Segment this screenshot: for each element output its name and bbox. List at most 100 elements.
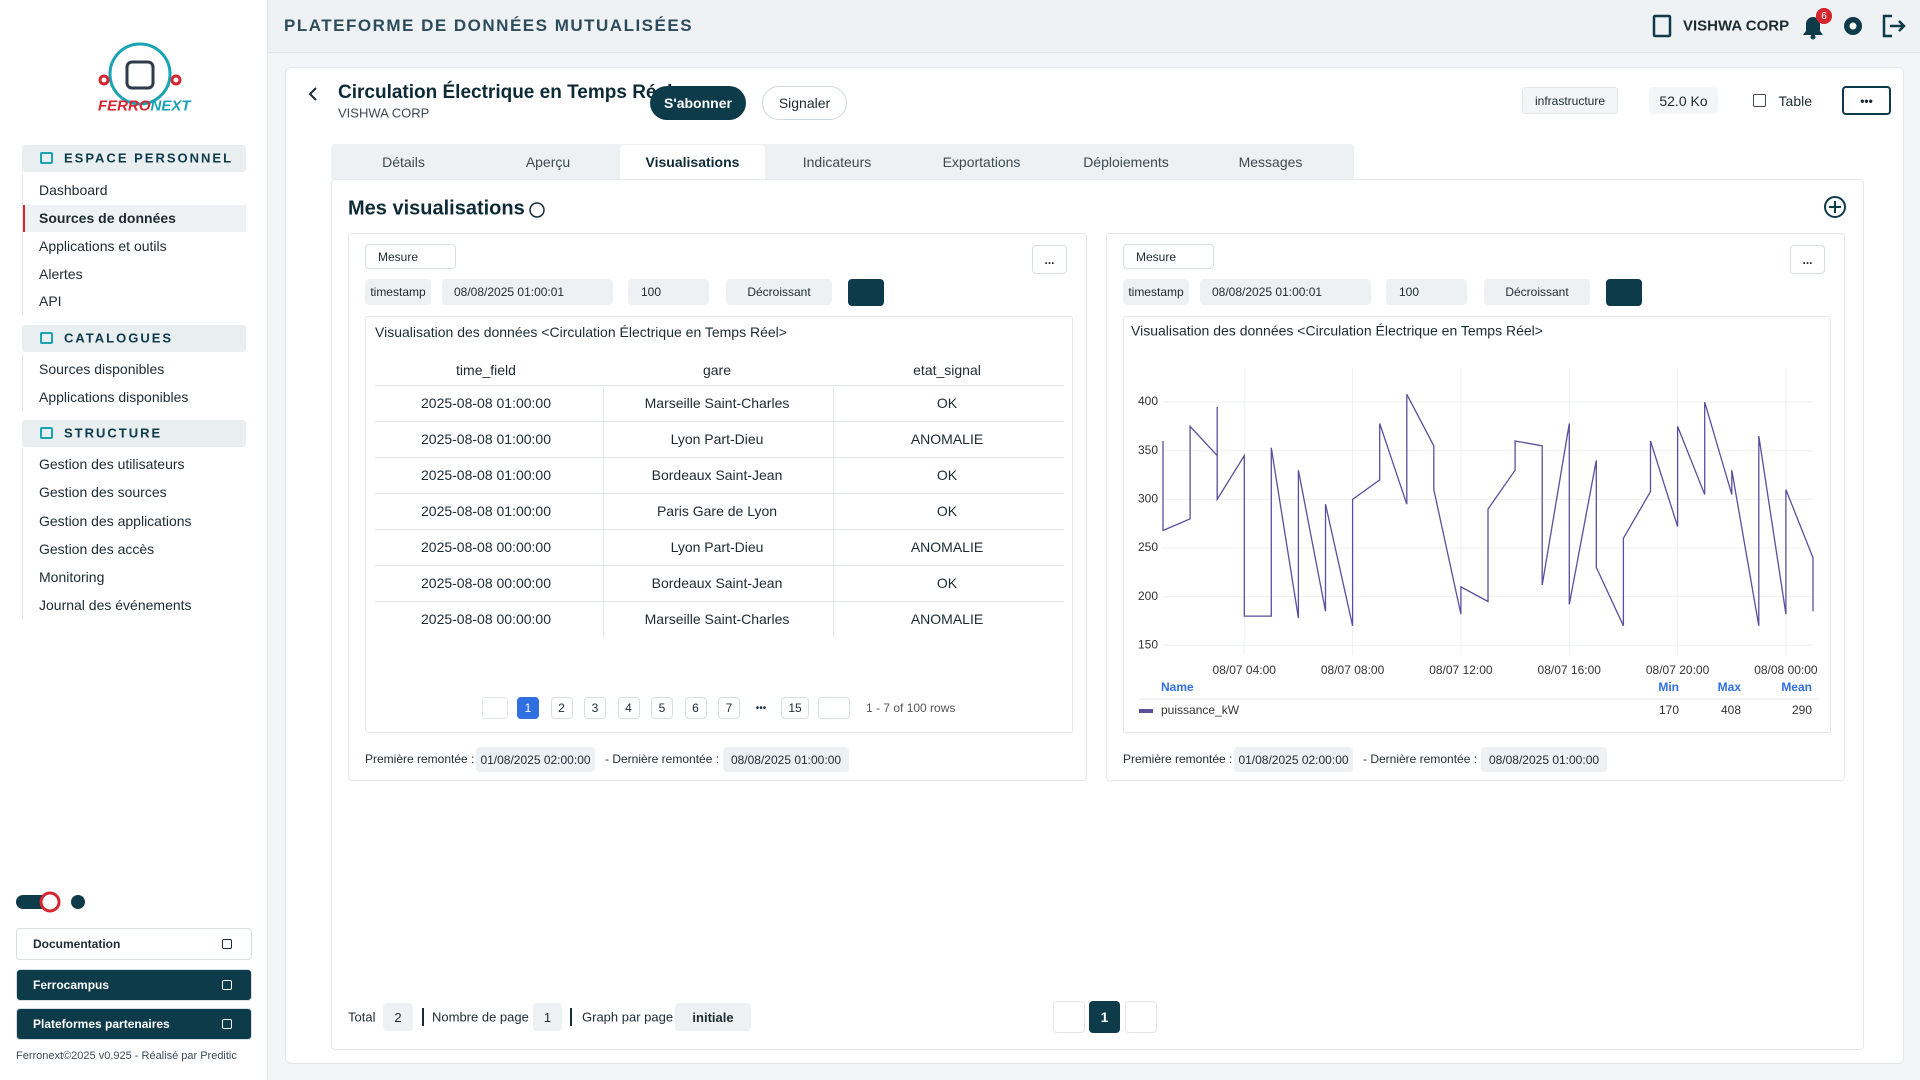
header-rule [375,385,1064,386]
table-cell: 2025-08-08 00:00:00 [421,575,551,591]
nav-item[interactable]: Gestion des accès [39,541,155,557]
order-select[interactable]: Décroissant [1484,279,1590,305]
nav-rule [22,354,23,411]
page-button[interactable]: 3 [584,697,606,719]
section-header-bg [22,420,246,447]
view-icon [1753,94,1766,107]
tab[interactable]: Aperçu [525,154,571,170]
external-icon [222,939,232,949]
nav-item[interactable]: Gestion des applications [39,513,192,529]
table-cell: 2025-08-08 00:00:00 [421,611,551,627]
card-more[interactable]: ... [1032,245,1067,274]
column-rule [833,385,834,637]
page-button[interactable]: 4 [617,697,640,719]
section-header: ESPACE PERSONNEL [64,150,234,166]
order-select[interactable]: Décroissant [726,279,832,305]
page-prev[interactable] [482,697,508,719]
nav-item[interactable]: Applications et outils [39,238,167,254]
column-header: time_field [456,362,516,378]
report-button[interactable]: Signaler [762,86,847,120]
logo-ferro: FERRO [98,97,151,115]
first-date: 01/08/2025 02:00:00 [476,747,595,772]
nav-rule [22,174,23,315]
tab[interactable]: Exportations [942,154,1021,170]
sidebar-link[interactable]: Plateformes partenaires [16,1008,252,1040]
prev-page[interactable] [1053,1001,1085,1033]
measure-select[interactable]: Mesure [365,244,456,269]
tab[interactable]: Messages [1238,154,1303,170]
nav-item[interactable]: API [39,293,62,309]
nav-item[interactable]: Gestion des sources [39,484,167,500]
page-button[interactable]: 15 [781,697,809,719]
next-page[interactable] [1125,1001,1157,1033]
inner-box [1123,316,1831,733]
logo-next: NEXT [150,97,191,115]
row-rule [375,421,1064,422]
table-cell: OK [936,503,958,519]
table-cell: OK [936,395,958,411]
sidebar-link[interactable]: Ferrocampus [16,969,252,1001]
top-bar [268,0,1920,53]
table-cell: 2025-08-08 01:00:00 [421,431,551,447]
search-button[interactable] [848,279,884,306]
table-cell: 2025-08-08 01:00:00 [421,503,551,519]
column-rule [603,385,604,637]
last-date: 08/08/2025 01:00:00 [1481,747,1607,772]
table-cell: ANOMALIE [910,539,984,555]
sidebar-footer: Ferronext©2025 v0.925 - Réalisé par Pred… [16,1050,237,1062]
section-icon [40,152,53,164]
date-input[interactable]: 08/08/2025 01:00:01 [442,279,613,305]
more-button[interactable]: ••• [1842,86,1891,115]
tab[interactable]: Visualisations [620,145,765,179]
table-cell: ANOMALIE [910,611,984,627]
nav-item[interactable]: Dashboard [39,182,108,198]
pages-label: Nombre de page [432,1009,529,1025]
total-label: Total [348,1009,376,1025]
table-cell: ANOMALIE [910,431,984,447]
row-rule [375,601,1064,602]
page-next[interactable] [818,697,850,719]
graph-select[interactable]: initiale [675,1003,751,1031]
page-button[interactable]: 2 [550,697,573,719]
row-rule [375,565,1064,566]
nav-item[interactable]: Alertes [39,266,83,282]
column-header: gare [702,362,732,378]
page-button[interactable]: 5 [651,697,673,719]
limit-select[interactable]: 100 [628,279,709,305]
current-page[interactable]: 1 [1089,1001,1120,1033]
tab[interactable]: Détails [382,154,425,170]
external-icon [222,980,232,990]
view-toggle[interactable]: Table [1778,92,1812,109]
field-chip: timestamp [365,279,431,305]
date-input[interactable]: 08/08/2025 01:00:01 [1200,279,1371,305]
page-button[interactable]: 1 [517,697,539,719]
row-rule [375,529,1064,530]
nav-item[interactable]: Journal des événements [39,597,192,613]
active-item [22,205,246,232]
card-more[interactable]: ... [1790,245,1825,274]
field-chip: timestamp [1123,279,1189,305]
section-icon [40,427,53,439]
limit-select[interactable]: 100 [1386,279,1467,305]
nav-item[interactable]: Sources disponibles [39,361,165,377]
search-button[interactable] [1606,279,1642,306]
graph-label: Graph par page [582,1009,674,1025]
nav-item[interactable]: Monitoring [39,569,105,585]
nav-item[interactable]: Applications disponibles [39,389,189,405]
page-button[interactable]: 7 [718,697,740,719]
nav-item[interactable]: Sources de données [39,210,176,226]
tab[interactable]: Déploiements [1083,154,1169,170]
tab-bar [331,144,1354,179]
page-button[interactable]: 6 [684,697,707,719]
section-header: CATALOGUES [64,330,174,346]
viz-card [1106,233,1845,781]
table-cell: Paris Gare de Lyon [656,503,778,519]
subscribe-button[interactable]: S'abonner [650,86,746,120]
divider [570,1008,572,1026]
inner-box [365,316,1073,733]
measure-select[interactable]: Mesure [1123,244,1214,269]
tab[interactable]: Indicateurs [802,154,872,170]
sidebar-link[interactable]: Documentation [16,928,252,960]
nav-item[interactable]: Gestion des utilisateurs [39,456,185,472]
